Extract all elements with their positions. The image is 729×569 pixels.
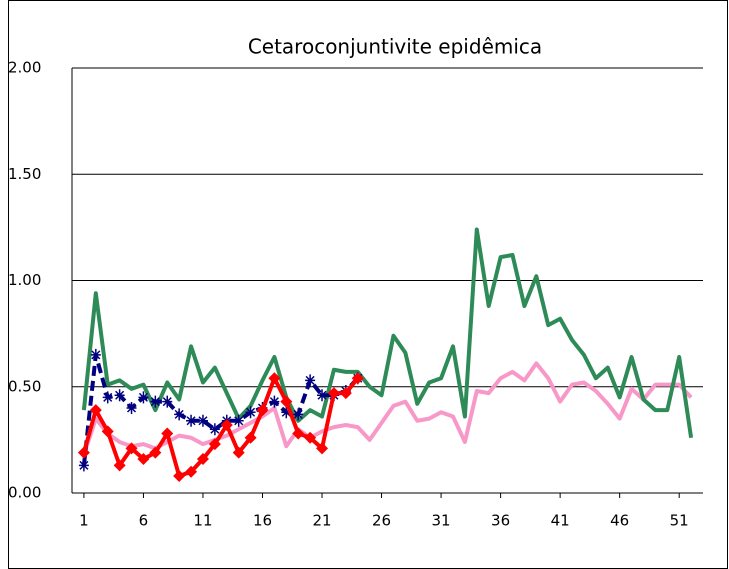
marker — [114, 389, 125, 402]
y-tick-label: 1.50 — [8, 165, 41, 183]
marker — [162, 395, 173, 408]
marker — [186, 414, 197, 427]
x-tick-label: 36 — [491, 512, 510, 530]
marker — [269, 395, 280, 408]
marker — [256, 404, 269, 417]
x-tick-label: 26 — [372, 512, 391, 530]
x-tick-label: 31 — [432, 512, 451, 530]
y-tick-label: 1.00 — [8, 271, 41, 289]
marker — [185, 465, 198, 478]
marker — [232, 446, 245, 459]
marker — [316, 442, 329, 455]
marker — [150, 395, 161, 408]
x-tick-label: 41 — [551, 512, 570, 530]
marker — [89, 404, 102, 417]
marker — [113, 459, 126, 472]
x-tick-label: 51 — [670, 512, 689, 530]
marker — [244, 431, 257, 444]
marker — [351, 372, 364, 385]
series-line — [82, 361, 693, 456]
x-tick-label: 11 — [193, 512, 212, 530]
marker — [161, 427, 174, 440]
x-tick-label: 46 — [610, 512, 629, 530]
marker — [101, 425, 114, 438]
marker — [137, 453, 150, 465]
y-tick-label: 0.00 — [8, 484, 41, 502]
marker — [327, 387, 340, 400]
marker — [305, 374, 316, 387]
marker — [304, 431, 317, 444]
chart-title: Cetaroconjuntivite epidêmica — [248, 35, 542, 59]
marker — [174, 408, 185, 421]
x-tick-label: 16 — [253, 512, 272, 530]
marker — [317, 389, 328, 402]
marker — [77, 446, 90, 459]
marker — [245, 406, 256, 419]
marker — [125, 442, 138, 455]
marker — [293, 408, 304, 421]
marker — [149, 446, 162, 459]
x-tick-label: 21 — [312, 512, 331, 530]
marker — [268, 372, 281, 385]
marker — [78, 459, 89, 472]
x-tick-label: 6 — [139, 512, 149, 530]
marker — [138, 391, 149, 404]
marker — [102, 391, 113, 404]
marker — [90, 348, 101, 361]
y-tick-label: 0.50 — [8, 377, 41, 395]
marker — [220, 419, 233, 431]
marker — [196, 453, 209, 465]
marker — [233, 414, 244, 427]
marker — [209, 423, 220, 436]
chart-border — [8, 0, 728, 569]
series-line — [81, 227, 694, 439]
marker — [126, 402, 137, 414]
marker — [280, 395, 293, 408]
marker — [208, 438, 221, 451]
marker — [281, 406, 292, 419]
marker — [197, 414, 208, 427]
y-tick-label: 2.00 — [8, 59, 41, 77]
marker — [339, 387, 352, 400]
marker — [292, 427, 305, 440]
marker — [173, 470, 186, 482]
x-tick-label: 1 — [79, 512, 89, 530]
